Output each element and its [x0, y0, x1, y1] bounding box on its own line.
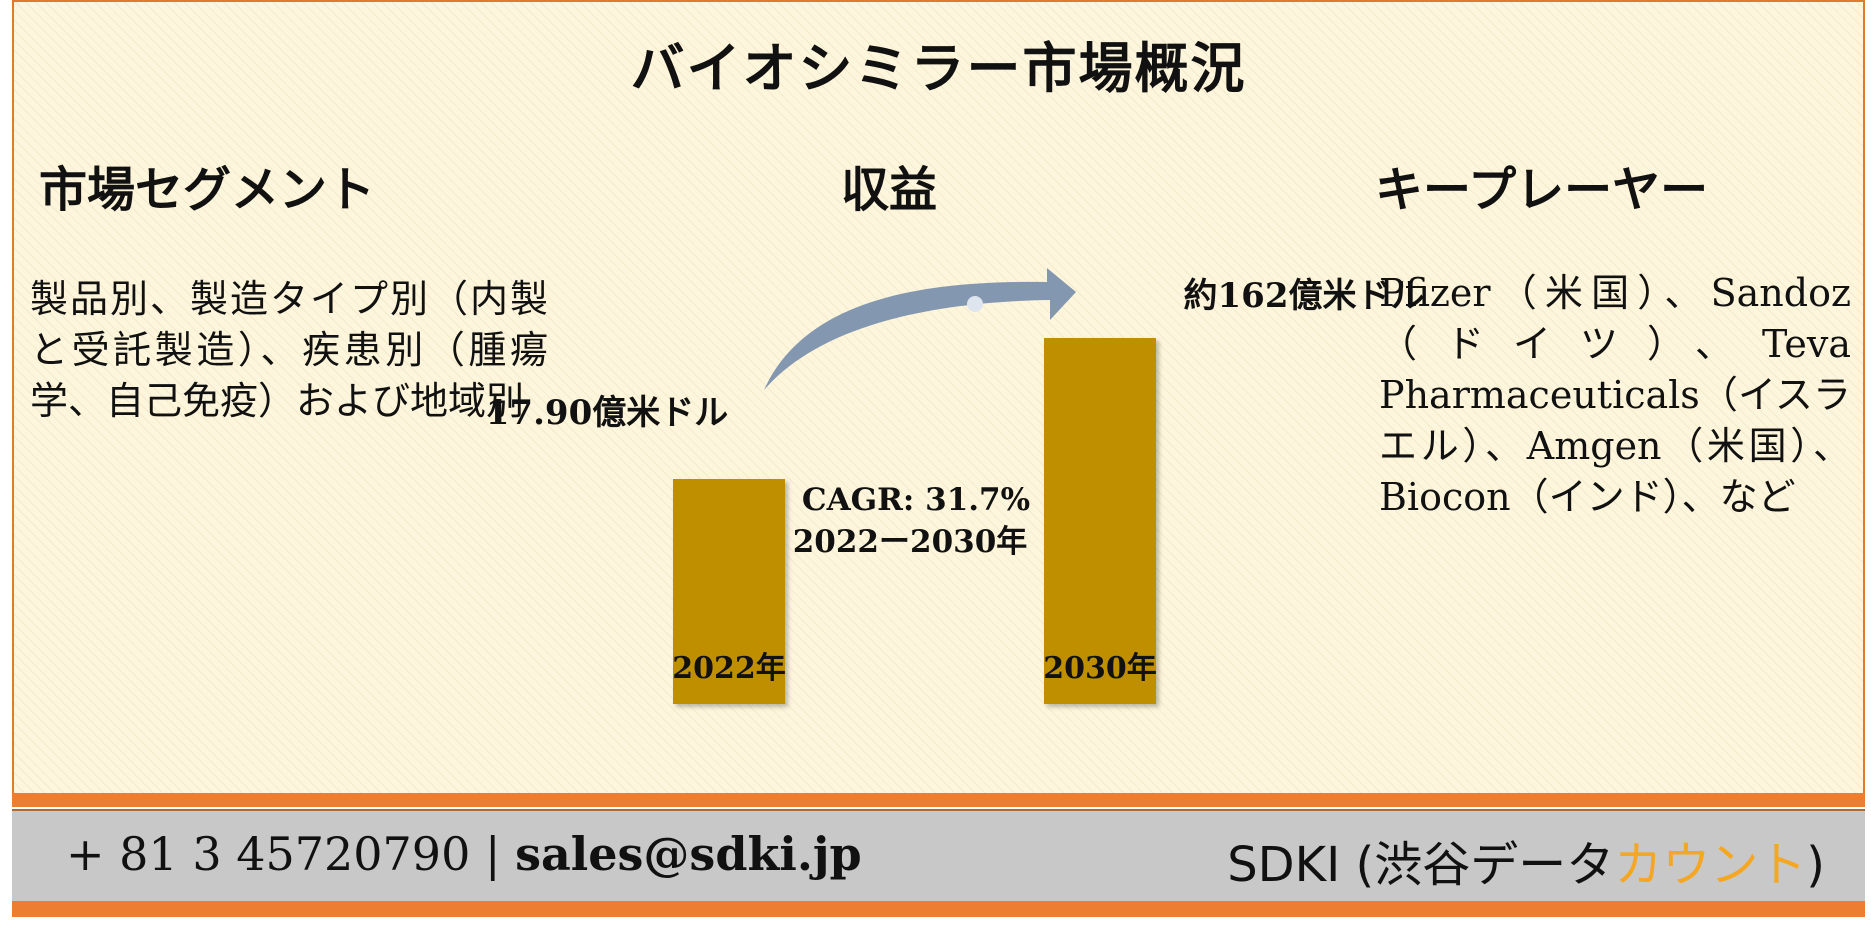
bar-category-label: 2022年: [672, 651, 786, 686]
brand-accent: カウント: [1614, 837, 1807, 893]
segments-text: 製品別、製造タイプ別（内製と受託製造）、疾患別（腫瘍学、自己免疫）および地域別: [30, 277, 548, 423]
footer: + 81 3 45720790 | sales@sdki.jp SDKI (渋谷…: [12, 809, 1865, 901]
brand-end: ): [1806, 837, 1825, 893]
bar-1: [1044, 338, 1156, 704]
phone-number: + 81 3 45720790: [66, 827, 471, 881]
segments-heading: 市場セグメント: [39, 162, 376, 218]
revenue-heading: 収益: [841, 162, 938, 218]
bar-0: [673, 479, 785, 704]
overview-panel: バイオシミラー市場概況 市場セグメント 収益 キープレーヤー 製品別、製造タイプ…: [12, 0, 1865, 793]
bar-value-label: 約162億米ドル: [1184, 276, 1425, 316]
footer-stripe-top: [12, 793, 1865, 807]
growth-arrow: [764, 268, 1076, 390]
players-text: Pfizer（米国）、Sandoz（ドイツ）、Teva Pharmaceutic…: [1379, 271, 1851, 519]
contact-separator: |: [484, 827, 501, 881]
cagr-period-label: 2022ー2030年: [793, 524, 1028, 560]
bar-value-label: 17.90億米ドル: [486, 393, 728, 433]
players-heading: キープレーヤー: [1375, 162, 1709, 218]
page-title: バイオシミラー市場概況: [630, 36, 1247, 100]
email-address: sales@sdki.jp: [515, 827, 862, 881]
cagr-label: CAGR: 31.7%: [802, 482, 1030, 518]
bar-category-label: 2030年: [1043, 651, 1157, 686]
contact-info: + 81 3 45720790 | sales@sdki.jp: [66, 827, 862, 881]
brand-name: SDKI (渋谷データカウント): [1227, 825, 1825, 895]
footer-stripe-bottom: [12, 901, 1865, 917]
arrow-dot: [967, 296, 983, 312]
brand-main: SDKI (渋谷データ: [1227, 837, 1615, 893]
